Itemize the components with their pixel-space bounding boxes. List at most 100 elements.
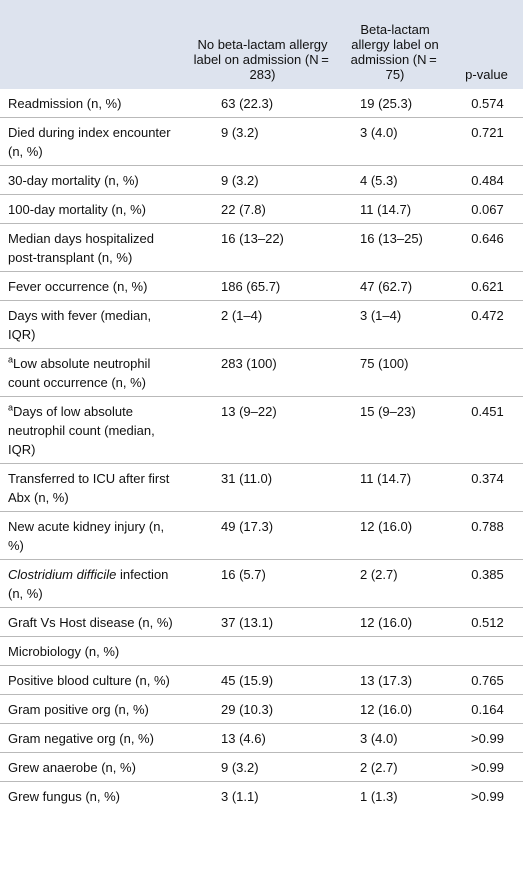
value-cell: >0.99: [450, 781, 523, 810]
row-label: Readmission (n, %): [8, 96, 122, 111]
value-cell: 0.721: [450, 117, 523, 166]
row-label-cell: Grew anaerobe (n, %): [0, 752, 185, 782]
header-row: No beta-lactam allergy label on admissio…: [0, 0, 523, 89]
value-cell: 15 (9–23): [340, 396, 450, 464]
body-row: 100-day mortality (n, %) 22 (7.8) 11 (14.7…: [0, 194, 523, 224]
header-cell: Beta-lactam allergy label on admission (…: [340, 0, 450, 89]
italic-label: Clostridium difficile: [8, 567, 117, 582]
value-cell: 11 (14.7): [340, 463, 450, 512]
value-cell: 13 (4.6): [185, 723, 340, 753]
body-row: aDays of low absolute neutrophil count (…: [0, 396, 523, 464]
value-cell: 13 (9–22): [185, 396, 340, 464]
body-row: Transferred to ICU after first Abx (n, %…: [0, 463, 523, 512]
table-body: Readmission (n, %) 63 (22.3) 19 (25.3) 0.57…: [0, 89, 523, 810]
body-row: Microbiology (n, %): [0, 636, 523, 666]
row-label: New acute kidney injury (n, %): [8, 519, 165, 553]
value-cell: 0.484: [450, 165, 523, 195]
header-cell: p-value: [450, 0, 523, 89]
body-row: Positive blood culture (n, %) 45 (15.9) 13…: [0, 665, 523, 695]
value-cell: 9 (3.2): [185, 117, 340, 166]
body-row: Graft Vs Host disease (n, %) 37 (13.1) 12 …: [0, 607, 523, 637]
body-row: Grew anaerobe (n, %) 9 (3.2) 2 (2.7) >0.99: [0, 752, 523, 782]
value-cell: >0.99: [450, 723, 523, 753]
body-row: Median days hospitalized post-transplant…: [0, 223, 523, 272]
value-cell: 0.788: [450, 511, 523, 560]
value-cell: [185, 636, 340, 666]
value-cell: >0.99: [450, 752, 523, 782]
value-cell: 0.385: [450, 559, 523, 608]
value-cell: 283 (100): [185, 348, 340, 397]
value-cell: 3 (1–4): [340, 300, 450, 349]
value-cell: 0.574: [471, 96, 504, 111]
body-row: Died during index encounter (n, %) 9 (3.2…: [0, 117, 523, 166]
value-cell: 0.512: [450, 607, 523, 637]
value-cell: 47 (62.7): [340, 271, 450, 301]
value-cell: 9 (3.2): [185, 752, 340, 782]
value-cell: 16 (13–25): [340, 223, 450, 272]
value-cell: 0.472: [450, 300, 523, 349]
row-label: Grew anaerobe (n, %): [8, 760, 136, 775]
header-cell: [0, 0, 185, 89]
results-table: No beta-lactam allergy label on admissio…: [0, 0, 523, 810]
value-cell: 2 (1–4): [185, 300, 340, 349]
value-cell: 4 (5.3): [340, 165, 450, 195]
row-label-cell: Days with fever (median, IQR): [0, 300, 185, 349]
footnote-mark: a: [8, 402, 14, 413]
value-cell: 0.164: [450, 694, 523, 724]
value-cell: 22 (7.8): [185, 194, 340, 224]
header-cell: No beta-lactam allergy label on admissio…: [185, 0, 340, 89]
row-label-cell: Fever occurrence (n, %): [0, 271, 185, 301]
row-label-cell: Grew fungus (n, %): [0, 781, 185, 810]
value-cell: 29 (10.3): [185, 694, 340, 724]
row-label: Days with fever (median, IQR): [8, 308, 152, 342]
value-cell: 75 (100): [340, 348, 450, 397]
row-label: Low absolute neutrophil count occurrence…: [8, 356, 151, 390]
row-label-cell: Graft Vs Host disease (n, %): [0, 607, 185, 637]
body-row: Clostridium difficile infection (n, %) 16…: [0, 559, 523, 608]
body-row: Gram positive org (n, %) 29 (10.3) 12 (16.…: [0, 694, 523, 724]
row-label: Graft Vs Host disease (n, %): [8, 615, 173, 630]
row-label-cell: Microbiology (n, %): [0, 636, 185, 666]
row-label-cell: Median days hospitalized post-transplant…: [0, 223, 185, 272]
row-label: Died during index encounter (n, %): [8, 125, 171, 159]
value-cell: [450, 348, 523, 397]
value-cell: 45 (15.9): [185, 665, 340, 695]
row-label: Grew fungus (n, %): [8, 789, 120, 804]
value-cell: [450, 636, 523, 666]
value-cell: 0.451: [450, 396, 523, 464]
value-cell: 1 (1.3): [340, 781, 450, 810]
row-label: 30-day mortality (n, %): [8, 173, 139, 188]
value-cell: 0.765: [450, 665, 523, 695]
row-label-cell: Gram positive org (n, %): [0, 694, 185, 724]
value-cell: 0.374: [450, 463, 523, 512]
value-cell: 19 (25.3): [360, 96, 413, 111]
body-row: 30-day mortality (n, %) 9 (3.2) 4 (5.3) 0.4…: [0, 165, 523, 195]
row-label: Gram negative org (n, %): [8, 731, 154, 746]
row-label: Days of low absolute neutrophil count (m…: [8, 404, 155, 457]
row-label-cell: Gram negative org (n, %): [0, 723, 185, 753]
body-row: New acute kidney injury (n, %) 49 (17.3) 1…: [0, 511, 523, 560]
table-header: No beta-lactam allergy label on admissio…: [0, 0, 523, 89]
body-row: aLow absolute neutrophil count occurrenc…: [0, 348, 523, 397]
value-cell: 12 (16.0): [340, 694, 450, 724]
row-label-cell: aLow absolute neutrophil count occurrenc…: [0, 348, 185, 397]
row-label: Fever occurrence (n, %): [8, 279, 148, 294]
value-cell: 186 (65.7): [185, 271, 340, 301]
value-cell: 12 (16.0): [340, 511, 450, 560]
row-label-cell: Readmission (n, %): [0, 89, 185, 118]
value-cell: 49 (17.3): [185, 511, 340, 560]
value-cell: 3 (4.0): [340, 117, 450, 166]
row-label-cell: aDays of low absolute neutrophil count (…: [0, 396, 185, 464]
row-label: Microbiology (n, %): [8, 644, 120, 659]
row-label-cell: Transferred to ICU after first Abx (n, %…: [0, 463, 185, 512]
value-cell: 31 (11.0): [185, 463, 340, 512]
row-label-cell: Clostridium difficile infection (n, %): [0, 559, 185, 608]
body-row: Fever occurrence (n, %) 186 (65.7) 47 (62.…: [0, 271, 523, 301]
row-label-cell: Died during index encounter (n, %): [0, 117, 185, 166]
row-label-cell: 30-day mortality (n, %): [0, 165, 185, 195]
row-label: Median days hospitalized post-transplant…: [8, 231, 154, 265]
value-cell: 37 (13.1): [185, 607, 340, 637]
value-cell: 13 (17.3): [340, 665, 450, 695]
value-cell: 0.067: [450, 194, 523, 224]
